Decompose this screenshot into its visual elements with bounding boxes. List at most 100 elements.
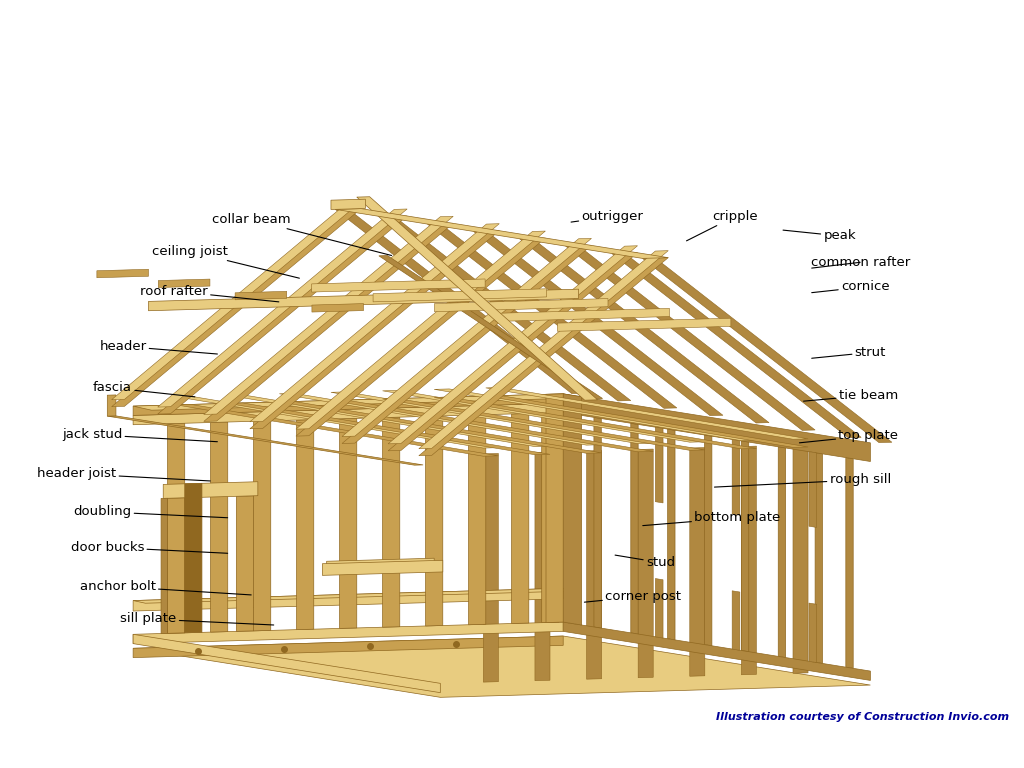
Polygon shape bbox=[655, 427, 664, 503]
Polygon shape bbox=[846, 458, 853, 668]
Polygon shape bbox=[97, 270, 148, 278]
Text: corner post: corner post bbox=[585, 590, 681, 603]
Text: header: header bbox=[99, 339, 217, 354]
Polygon shape bbox=[159, 279, 210, 287]
Text: U.S. DEPARTMENT OF: U.S. DEPARTMENT OF bbox=[710, 14, 800, 23]
Polygon shape bbox=[732, 439, 739, 515]
Polygon shape bbox=[158, 216, 408, 414]
Polygon shape bbox=[587, 451, 601, 679]
Polygon shape bbox=[204, 217, 454, 415]
Polygon shape bbox=[388, 253, 638, 451]
Polygon shape bbox=[133, 588, 563, 611]
Polygon shape bbox=[342, 246, 592, 443]
Text: fascia: fascia bbox=[93, 382, 195, 397]
Text: House Framing Terminology: House Framing Terminology bbox=[12, 28, 590, 70]
Text: stud: stud bbox=[615, 555, 675, 569]
Polygon shape bbox=[335, 209, 585, 393]
Polygon shape bbox=[227, 395, 550, 447]
Polygon shape bbox=[426, 416, 442, 626]
Polygon shape bbox=[815, 452, 822, 664]
Polygon shape bbox=[296, 238, 546, 436]
Text: tie beam: tie beam bbox=[804, 389, 898, 402]
Polygon shape bbox=[427, 223, 677, 409]
Polygon shape bbox=[297, 419, 313, 630]
Text: door bucks: door bucks bbox=[71, 541, 227, 554]
Polygon shape bbox=[419, 257, 669, 455]
Text: jack stud: jack stud bbox=[62, 428, 217, 442]
Polygon shape bbox=[668, 429, 675, 640]
Polygon shape bbox=[563, 394, 870, 462]
Polygon shape bbox=[383, 417, 399, 627]
Polygon shape bbox=[296, 231, 546, 429]
Polygon shape bbox=[250, 223, 500, 422]
Polygon shape bbox=[161, 498, 168, 634]
Text: bottom plate: bottom plate bbox=[643, 511, 780, 525]
Text: GENERAL CONSTRUCTION AND CARPENTRY: GENERAL CONSTRUCTION AND CARPENTRY bbox=[10, 108, 312, 121]
Polygon shape bbox=[611, 253, 861, 438]
Text: roof rafter: roof rafter bbox=[140, 285, 279, 302]
Polygon shape bbox=[133, 636, 563, 657]
Polygon shape bbox=[705, 435, 712, 646]
Polygon shape bbox=[163, 482, 258, 498]
Polygon shape bbox=[133, 394, 582, 410]
Polygon shape bbox=[133, 622, 563, 644]
Polygon shape bbox=[557, 318, 731, 331]
Polygon shape bbox=[594, 417, 601, 628]
Polygon shape bbox=[331, 400, 653, 452]
Text: collar beam: collar beam bbox=[212, 213, 391, 256]
Polygon shape bbox=[133, 588, 575, 603]
Polygon shape bbox=[381, 217, 631, 401]
Polygon shape bbox=[809, 603, 817, 663]
Polygon shape bbox=[383, 399, 705, 450]
Polygon shape bbox=[485, 396, 808, 448]
Polygon shape bbox=[512, 413, 528, 624]
Polygon shape bbox=[280, 393, 601, 445]
Polygon shape bbox=[563, 394, 582, 625]
Text: ENERGY: ENERGY bbox=[699, 46, 818, 71]
Polygon shape bbox=[690, 448, 705, 677]
Text: peak: peak bbox=[783, 230, 856, 243]
Polygon shape bbox=[732, 591, 739, 650]
Polygon shape bbox=[342, 238, 592, 436]
Text: Energy Efficiency &
Renewable Energy: Energy Efficiency & Renewable Energy bbox=[840, 33, 963, 65]
Polygon shape bbox=[642, 258, 892, 442]
Polygon shape bbox=[379, 256, 602, 399]
Polygon shape bbox=[176, 405, 499, 456]
Polygon shape bbox=[778, 447, 785, 657]
Polygon shape bbox=[112, 202, 361, 399]
Text: header joist: header joist bbox=[37, 467, 210, 481]
Polygon shape bbox=[323, 561, 442, 575]
Polygon shape bbox=[184, 483, 202, 633]
Text: ceiling joist: ceiling joist bbox=[152, 245, 299, 278]
Polygon shape bbox=[133, 394, 563, 415]
Polygon shape bbox=[168, 498, 184, 634]
Polygon shape bbox=[236, 291, 287, 300]
Polygon shape bbox=[108, 416, 423, 465]
Polygon shape bbox=[419, 250, 669, 449]
Text: Illustration courtesy of Construction Invio.com: Illustration courtesy of Construction In… bbox=[716, 712, 1009, 722]
Polygon shape bbox=[434, 299, 608, 312]
Polygon shape bbox=[280, 402, 601, 453]
Text: strut: strut bbox=[812, 346, 886, 359]
Polygon shape bbox=[158, 209, 408, 407]
Polygon shape bbox=[331, 199, 366, 210]
Polygon shape bbox=[176, 396, 499, 448]
Polygon shape bbox=[469, 415, 485, 624]
Text: outrigger: outrigger bbox=[571, 210, 643, 223]
Polygon shape bbox=[227, 403, 550, 455]
Polygon shape bbox=[204, 223, 454, 422]
Text: rough sill: rough sill bbox=[715, 473, 891, 487]
Polygon shape bbox=[331, 392, 653, 444]
Polygon shape bbox=[168, 423, 184, 634]
Polygon shape bbox=[148, 290, 579, 311]
Polygon shape bbox=[250, 230, 500, 429]
Polygon shape bbox=[383, 390, 705, 442]
Polygon shape bbox=[434, 389, 757, 441]
Text: top plate: top plate bbox=[800, 429, 898, 443]
Polygon shape bbox=[565, 246, 815, 430]
Polygon shape bbox=[133, 403, 563, 425]
Polygon shape bbox=[638, 449, 653, 677]
Text: anchor bolt: anchor bolt bbox=[80, 580, 251, 595]
Polygon shape bbox=[112, 209, 361, 407]
Polygon shape bbox=[473, 231, 723, 415]
